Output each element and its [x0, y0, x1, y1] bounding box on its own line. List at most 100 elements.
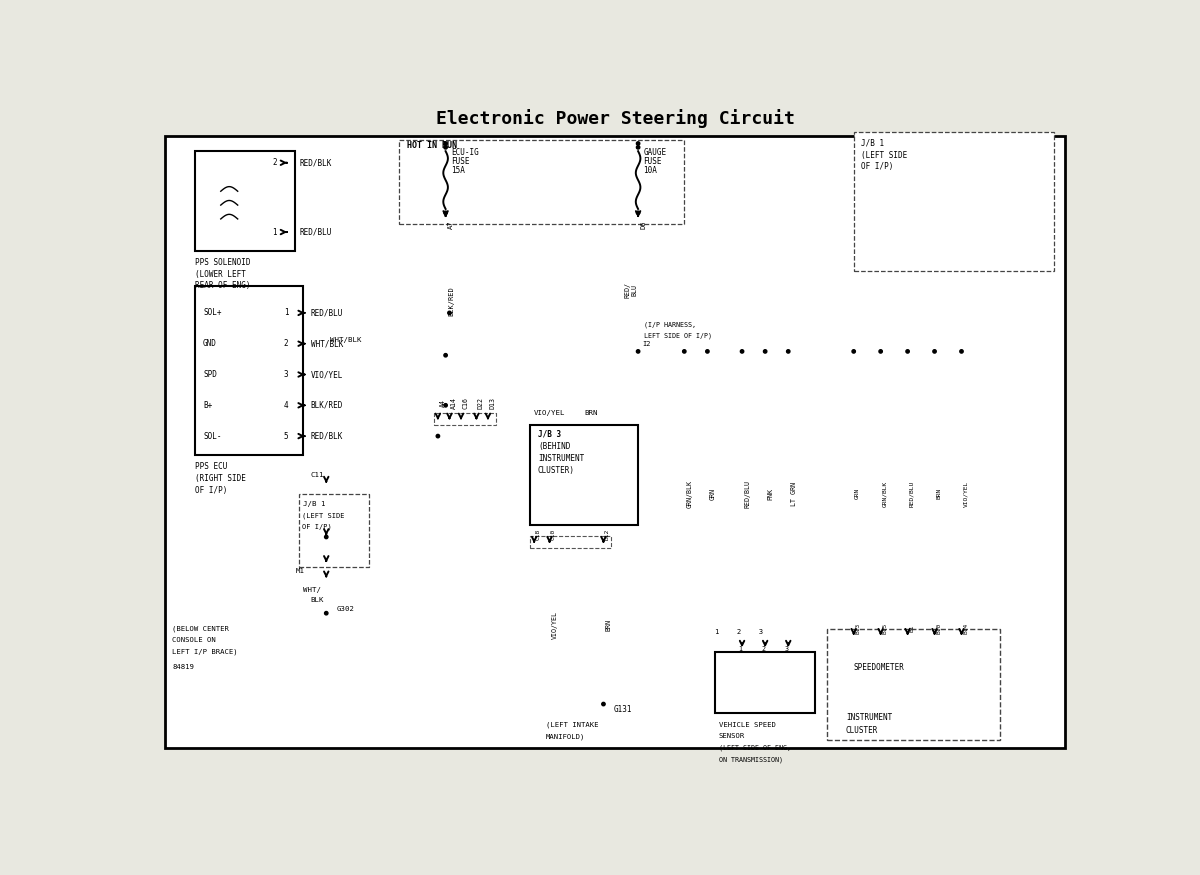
Text: VIO/YEL: VIO/YEL	[311, 370, 343, 379]
Circle shape	[448, 312, 451, 315]
Circle shape	[636, 350, 640, 354]
Circle shape	[636, 211, 640, 214]
Circle shape	[906, 350, 910, 354]
Text: (LOWER LEFT: (LOWER LEFT	[196, 270, 246, 279]
Text: SENSOR: SENSOR	[719, 733, 745, 739]
Text: BLK: BLK	[311, 597, 324, 603]
Text: VIO/YEL: VIO/YEL	[534, 410, 565, 416]
Text: VIO/YEL: VIO/YEL	[964, 480, 968, 507]
Text: C10: C10	[551, 528, 556, 540]
Circle shape	[706, 350, 709, 354]
Bar	[400, 140, 684, 224]
Text: FUSE: FUSE	[643, 157, 662, 165]
Text: WHT/BLK: WHT/BLK	[330, 337, 361, 343]
Text: CLUSTER): CLUSTER)	[538, 466, 575, 475]
Text: RED/BLK: RED/BLK	[299, 158, 331, 167]
Text: PPS ECU: PPS ECU	[196, 462, 228, 472]
Text: 2: 2	[272, 158, 277, 167]
Bar	[299, 493, 368, 567]
Circle shape	[960, 350, 964, 354]
Bar	[530, 424, 638, 525]
Text: INSTRUMENT: INSTRUMENT	[846, 712, 893, 722]
Text: 1: 1	[284, 308, 288, 318]
Text: B1: B1	[910, 625, 914, 633]
Text: (BEHIND: (BEHIND	[538, 442, 570, 451]
Bar	[530, 536, 611, 548]
Circle shape	[763, 350, 767, 354]
Bar	[853, 132, 1054, 270]
Text: A7: A7	[448, 220, 454, 228]
Circle shape	[878, 350, 882, 354]
Circle shape	[740, 350, 744, 354]
Text: SOL+: SOL+	[203, 308, 222, 318]
Text: M1: M1	[295, 568, 305, 574]
Bar	[196, 151, 295, 251]
Text: D6: D6	[641, 220, 647, 228]
Circle shape	[324, 536, 328, 539]
Text: (RIGHT SIDE: (RIGHT SIDE	[196, 474, 246, 483]
Text: (LEFT SIDE OF ENG,: (LEFT SIDE OF ENG,	[719, 745, 791, 752]
Circle shape	[852, 350, 856, 354]
Text: SPEEDOMETER: SPEEDOMETER	[853, 662, 905, 672]
Text: B+: B+	[203, 401, 212, 410]
Text: A4: A4	[439, 399, 445, 408]
Text: C16: C16	[462, 397, 468, 410]
Text: A14: A14	[451, 397, 457, 410]
Text: FUSE: FUSE	[451, 157, 469, 165]
Text: INSTRUMENT: INSTRUMENT	[538, 454, 584, 463]
Text: RED/BLU: RED/BLU	[299, 228, 331, 236]
Text: RED/BLK: RED/BLK	[311, 431, 343, 441]
Text: 3: 3	[284, 370, 288, 379]
Text: 10A: 10A	[643, 166, 658, 175]
Text: VIO/YEL: VIO/YEL	[552, 611, 558, 639]
Text: RED/BLU: RED/BLU	[910, 480, 914, 507]
Circle shape	[444, 403, 448, 407]
Circle shape	[601, 703, 605, 706]
Text: 1    2    3: 1 2 3	[715, 629, 763, 635]
Text: WHT/: WHT/	[304, 587, 322, 593]
Text: B13: B13	[856, 623, 860, 634]
Text: LT GRN: LT GRN	[791, 482, 797, 506]
Text: CONSOLE ON: CONSOLE ON	[173, 637, 216, 643]
Text: REAR OF ENG): REAR OF ENG)	[196, 282, 251, 290]
Text: J/B 1: J/B 1	[862, 139, 884, 148]
Text: OF I/P): OF I/P)	[196, 486, 228, 494]
Text: J/B 3: J/B 3	[538, 430, 562, 438]
Circle shape	[444, 211, 448, 214]
Circle shape	[932, 350, 936, 354]
Text: 1: 1	[272, 228, 277, 236]
Text: 1: 1	[738, 647, 742, 653]
Text: Electronic Power Steering Circuit: Electronic Power Steering Circuit	[436, 108, 794, 128]
Circle shape	[444, 142, 448, 145]
Text: GAUGE: GAUGE	[643, 148, 667, 157]
Text: G131: G131	[613, 705, 632, 714]
Text: 2: 2	[284, 340, 288, 348]
Text: SOL-: SOL-	[203, 431, 222, 441]
Text: J/B 1: J/B 1	[304, 500, 325, 507]
Text: WHT/BLK: WHT/BLK	[311, 340, 343, 348]
Text: B10: B10	[936, 623, 941, 634]
Text: RED/BLU: RED/BLU	[311, 308, 343, 318]
Text: I2: I2	[642, 340, 650, 346]
Text: CLUSTER: CLUSTER	[846, 725, 878, 735]
Text: LEFT I/P BRACE): LEFT I/P BRACE)	[173, 648, 238, 655]
Text: RED/BLU: RED/BLU	[744, 480, 750, 508]
Text: B15: B15	[882, 623, 887, 634]
Circle shape	[636, 142, 640, 145]
Text: VEHICLE SPEED: VEHICLE SPEED	[719, 722, 776, 728]
Text: C11: C11	[311, 472, 324, 478]
Text: ECU-IG: ECU-IG	[451, 148, 479, 157]
Text: 3: 3	[785, 647, 788, 653]
Text: (LEFT INTAKE: (LEFT INTAKE	[546, 722, 599, 728]
Circle shape	[786, 350, 790, 354]
Text: MANIFOLD): MANIFOLD)	[546, 733, 586, 739]
Text: LEFT SIDE OF I/P): LEFT SIDE OF I/P)	[644, 332, 713, 340]
Text: BLK/RED: BLK/RED	[449, 286, 455, 316]
Text: GRN/BLK: GRN/BLK	[882, 480, 887, 507]
Circle shape	[324, 612, 328, 615]
Text: D13: D13	[490, 397, 496, 410]
Text: ON TRANSMISSION): ON TRANSMISSION)	[719, 756, 782, 763]
Text: (LEFT SIDE: (LEFT SIDE	[301, 512, 344, 519]
Text: BLU: BLU	[632, 284, 638, 296]
Circle shape	[437, 434, 439, 438]
